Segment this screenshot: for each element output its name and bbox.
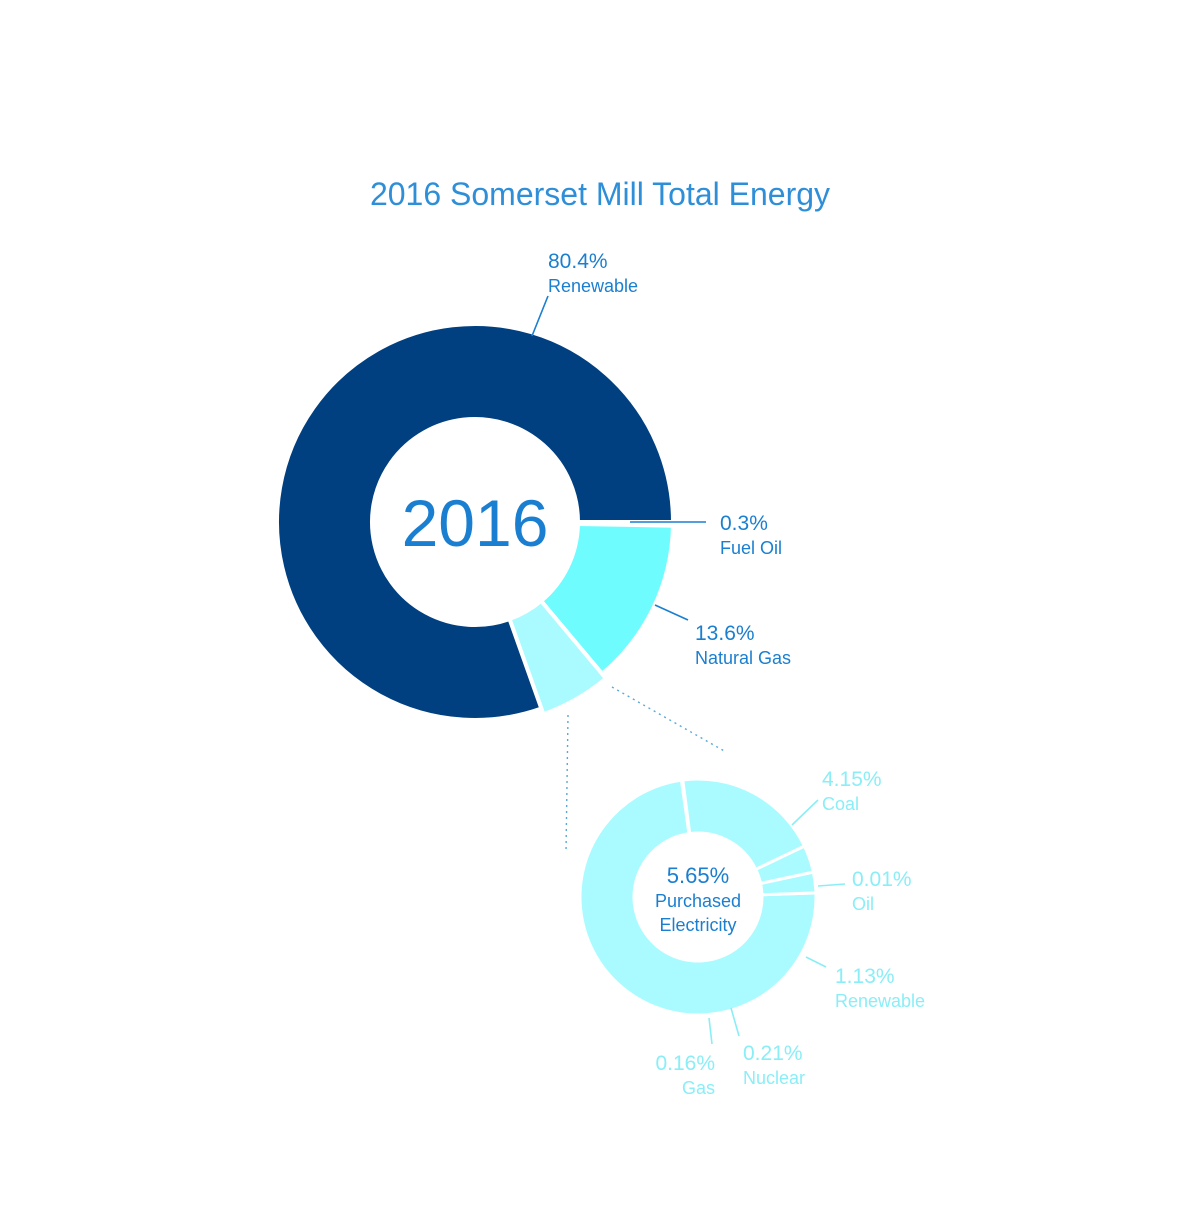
- label-gas-leader: [708, 1017, 713, 1045]
- label-nuclear: 0.21% Nuclear: [730, 1007, 805, 1088]
- sub-center-label-line: Electricity: [659, 915, 736, 935]
- label-coal: 4.15% Coal: [791, 768, 882, 826]
- main-center-label: 2016: [402, 486, 549, 560]
- label-sub-renewable: 1.13% Renewable: [805, 956, 925, 1011]
- label-natural-gas: 13.6% Natural Gas: [654, 604, 791, 668]
- label-nuclear-name: Nuclear: [743, 1068, 805, 1088]
- label-gas: 0.16% Gas: [655, 1017, 715, 1098]
- label-oil-leader: [817, 883, 846, 887]
- sub-slice-gas: [758, 870, 818, 897]
- label-coal-leader: [791, 799, 819, 826]
- label-natural-gas-value: 13.6%: [695, 622, 755, 645]
- label-natural-gas-leader: [654, 604, 689, 621]
- label-sub-renewable-value: 1.13%: [835, 965, 895, 988]
- label-fuel-oil-name: Fuel Oil: [720, 538, 782, 558]
- label-nuclear-leader: [730, 1007, 740, 1037]
- label-oil-value: 0.01%: [852, 868, 912, 891]
- label-oil-name: Oil: [852, 894, 874, 914]
- label-coal-name: Coal: [822, 794, 859, 814]
- label-fuel-oil-value: 0.3%: [720, 512, 768, 535]
- label-renewable: 80.4% Renewable: [531, 250, 638, 337]
- label-fuel-oil: 0.3% Fuel Oil: [630, 512, 782, 558]
- label-coal-value: 4.15%: [822, 768, 882, 791]
- connector-right: [611, 686, 727, 753]
- label-natural-gas-name: Natural Gas: [695, 648, 791, 668]
- sub-center-label-line: 5.65%: [667, 863, 729, 888]
- slice-labels: 80.4% Renewable 0.3% Fuel Oil 13.6% Natural G…: [531, 250, 925, 1098]
- purchased-electricity-donut: 5.65% Purchased Electricity: [565, 686, 818, 1017]
- sub-slice-coal: [578, 778, 818, 1017]
- label-gas-name: Gas: [682, 1078, 715, 1098]
- sub-center-label-line: Purchased: [655, 891, 741, 911]
- label-renewable-value: 80.4%: [548, 250, 608, 273]
- slice-renewable: [275, 322, 676, 722]
- label-sub-renewable-leader: [805, 956, 827, 968]
- connector-left: [565, 714, 569, 853]
- label-sub-renewable-name: Renewable: [835, 991, 925, 1011]
- chart-title: 2016 Somerset Mill Total Energy: [370, 176, 830, 212]
- main-donut: 2016: [275, 322, 676, 722]
- label-nuclear-value: 0.21%: [743, 1042, 803, 1065]
- label-renewable-leader: [531, 295, 549, 337]
- label-gas-value: 0.16%: [655, 1052, 715, 1075]
- label-renewable-name: Renewable: [548, 276, 638, 296]
- label-oil: 0.01% Oil: [817, 868, 912, 914]
